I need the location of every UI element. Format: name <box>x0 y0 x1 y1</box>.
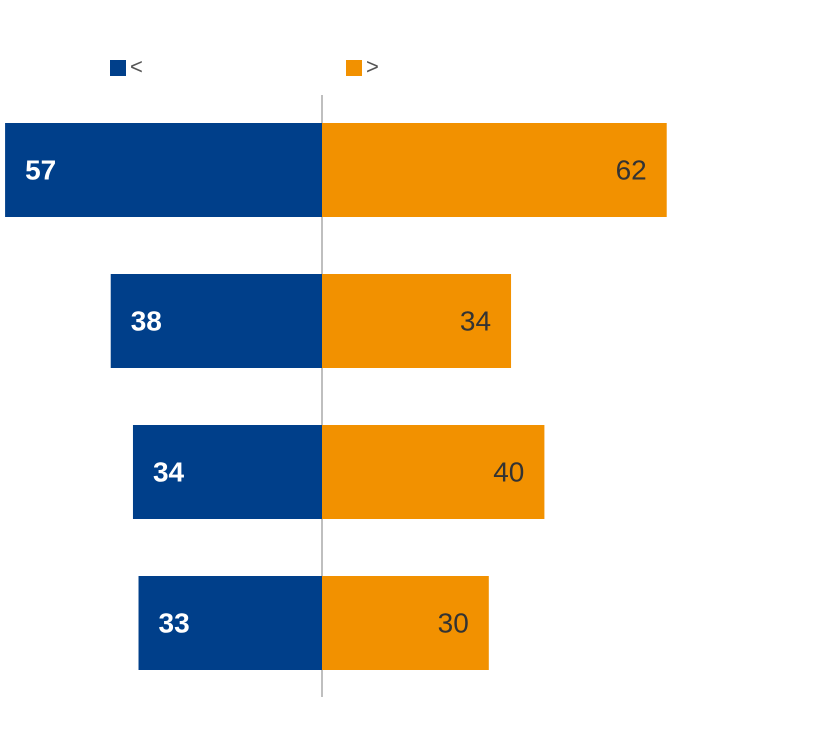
legend-label: > <box>366 54 379 79</box>
value-label: 34 <box>153 456 185 487</box>
legend-label: < <box>130 54 143 79</box>
bar <box>5 123 323 217</box>
bar <box>138 576 322 670</box>
bar <box>110 274 322 368</box>
value-label: 38 <box>131 305 162 336</box>
bar <box>322 123 667 217</box>
legend-swatch <box>110 60 126 76</box>
bar <box>322 425 545 519</box>
value-label: 33 <box>159 607 190 638</box>
value-label: 30 <box>438 607 469 638</box>
value-label: 57 <box>25 154 56 185</box>
value-label: 34 <box>460 305 491 336</box>
bar <box>322 576 489 670</box>
legend-swatch <box>346 60 362 76</box>
bar <box>322 274 512 368</box>
value-label: 62 <box>616 154 647 185</box>
value-label: 40 <box>493 456 524 487</box>
bar <box>132 425 322 519</box>
